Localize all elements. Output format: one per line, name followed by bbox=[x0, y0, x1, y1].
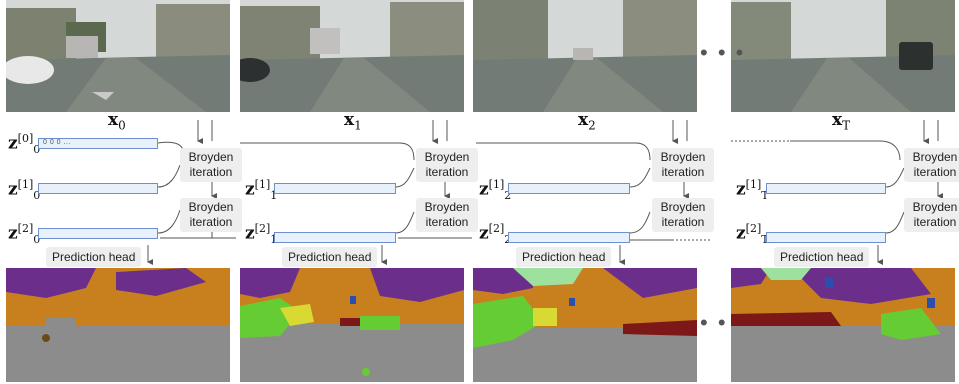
prediction-head-0: Prediction head bbox=[46, 247, 142, 267]
label-z1-2: z[2]1 bbox=[245, 222, 277, 246]
prediction-head-1: Prediction head bbox=[282, 247, 378, 267]
broyden-box-1b: Broyden iteration bbox=[416, 198, 478, 232]
input-frame-1 bbox=[240, 0, 464, 112]
state-bar-z1-1 bbox=[274, 183, 396, 194]
state-bar-z1-2 bbox=[274, 232, 396, 243]
label-zT-2: z[2]T bbox=[736, 222, 769, 247]
state-bar-z0-0: 0 0 0 ... bbox=[38, 138, 158, 149]
broyden-box-2b: Broyden iteration bbox=[652, 198, 714, 232]
label-x1: x1 bbox=[344, 110, 362, 133]
state-bar-zT-2 bbox=[766, 232, 886, 243]
label-z0-1: z[1]0 bbox=[8, 178, 41, 203]
broyden-box-2a: Broyden iteration bbox=[652, 148, 714, 182]
segmentation-output-2 bbox=[473, 268, 697, 382]
label-xT: xT bbox=[832, 110, 851, 133]
input-frame-2 bbox=[473, 0, 697, 112]
state-bar-zT-1 bbox=[766, 183, 886, 194]
broyden-box-Ta: Broyden iteration bbox=[904, 148, 959, 182]
input-frame-T bbox=[731, 0, 955, 112]
segmentation-output-T bbox=[731, 268, 955, 382]
state-bar-z2-1 bbox=[508, 183, 630, 194]
segmentation-output-1 bbox=[240, 268, 464, 382]
broyden-box-1a: Broyden iteration bbox=[416, 148, 478, 182]
label-z0-2: z[2]0 bbox=[8, 222, 41, 247]
label-x2: x2 bbox=[578, 110, 596, 133]
label-z1-1: z[1]1 bbox=[245, 178, 278, 203]
state-bar-z2-2 bbox=[508, 232, 630, 243]
broyden-box-0a: Broyden iteration bbox=[180, 148, 242, 182]
broyden-box-Tb: Broyden iteration bbox=[904, 198, 959, 232]
state-bar-z0-2 bbox=[38, 228, 158, 239]
ellipsis-top: • • • bbox=[700, 40, 746, 65]
segmentation-output-0 bbox=[6, 268, 230, 382]
label-z2-1: z[1]2 bbox=[479, 178, 512, 203]
label-z0-0: z[0]0 bbox=[8, 132, 41, 157]
input-frame-0 bbox=[6, 0, 230, 112]
label-zT-1: z[1]T bbox=[736, 178, 769, 203]
prediction-head-T: Prediction head bbox=[774, 247, 870, 267]
label-x0: x0 bbox=[108, 110, 126, 133]
broyden-box-0b: Broyden iteration bbox=[180, 198, 242, 232]
prediction-head-2: Prediction head bbox=[516, 247, 612, 267]
label-z2-2: z[2]2 bbox=[479, 222, 511, 246]
state-bar-z0-1 bbox=[38, 183, 158, 194]
